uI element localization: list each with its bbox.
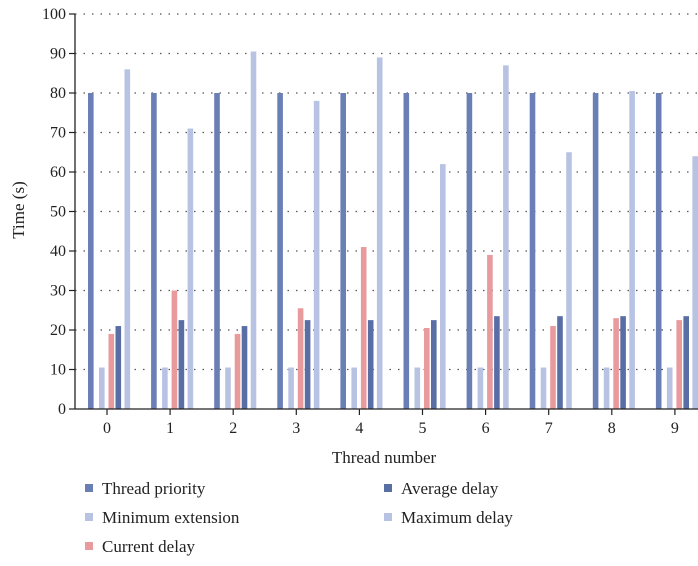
bar bbox=[466, 93, 473, 409]
legend-label: Thread priority bbox=[102, 479, 206, 498]
x-tick-label: 6 bbox=[482, 420, 490, 437]
x-tick-label: 4 bbox=[355, 420, 363, 437]
x-tick-label: 2 bbox=[229, 420, 237, 437]
y-tick-label: 0 bbox=[58, 401, 66, 418]
x-tick-label: 8 bbox=[608, 420, 616, 437]
y-tick-label: 70 bbox=[50, 125, 66, 142]
y-tick-label: 20 bbox=[50, 322, 66, 339]
gridlines bbox=[75, 13, 698, 371]
legend: Thread priority Minimum extension Current … bbox=[85, 479, 513, 556]
bars bbox=[88, 51, 698, 410]
bar bbox=[431, 320, 437, 409]
bar bbox=[666, 367, 673, 409]
y-tick-label: 10 bbox=[50, 362, 66, 379]
x-tick-label: 7 bbox=[545, 420, 553, 437]
bar bbox=[540, 367, 547, 409]
bar bbox=[376, 57, 383, 409]
bar bbox=[367, 320, 374, 409]
bar bbox=[360, 247, 367, 409]
y-tick-label: 40 bbox=[50, 243, 66, 260]
bar bbox=[424, 328, 430, 409]
bar bbox=[487, 254, 493, 409]
x-tick-label: 5 bbox=[419, 420, 427, 437]
bar bbox=[225, 367, 231, 409]
y-tick-label: 60 bbox=[50, 164, 66, 181]
bar bbox=[620, 316, 626, 409]
x-tick-label: 1 bbox=[166, 420, 174, 437]
bar bbox=[277, 93, 283, 409]
x-ticks: 0 1 2 3 4 5 6 7 8 9 bbox=[103, 409, 679, 437]
bar bbox=[676, 320, 682, 409]
bar bbox=[557, 316, 563, 409]
bar bbox=[108, 333, 115, 409]
bar bbox=[151, 93, 157, 409]
y-tick-label: 50 bbox=[50, 204, 66, 221]
bar bbox=[313, 100, 320, 410]
bar bbox=[288, 367, 294, 409]
bar bbox=[115, 326, 122, 409]
bar bbox=[124, 69, 131, 410]
x-axis-label: Thread number bbox=[332, 448, 437, 467]
legend-swatch bbox=[85, 484, 93, 492]
y-tick-label: 100 bbox=[42, 6, 66, 23]
bar bbox=[592, 93, 599, 409]
bar bbox=[250, 51, 257, 410]
bar bbox=[566, 152, 572, 409]
bar bbox=[692, 156, 698, 409]
axes bbox=[74, 14, 698, 410]
y-axis-label: Time (s) bbox=[9, 181, 28, 238]
bar bbox=[171, 290, 178, 409]
bar bbox=[178, 320, 185, 409]
x-tick-label: 0 bbox=[103, 420, 111, 437]
bar bbox=[603, 367, 610, 409]
bar bbox=[99, 367, 105, 409]
bar bbox=[655, 93, 662, 409]
bar bbox=[340, 93, 346, 409]
bar bbox=[162, 367, 168, 409]
y-tick-label: 90 bbox=[50, 46, 66, 63]
legend-swatch bbox=[85, 542, 93, 550]
legend-swatch bbox=[384, 513, 392, 521]
bar bbox=[403, 93, 410, 409]
bar bbox=[440, 164, 446, 409]
bar bbox=[550, 326, 556, 409]
bar bbox=[529, 93, 536, 409]
legend-swatch bbox=[384, 484, 392, 492]
legend-swatch bbox=[85, 513, 93, 521]
bar bbox=[234, 333, 241, 409]
bar bbox=[187, 128, 194, 410]
legend-label: Current delay bbox=[102, 537, 195, 556]
bar bbox=[414, 367, 421, 409]
bar bbox=[494, 316, 500, 409]
x-tick-label: 3 bbox=[292, 420, 300, 437]
y-tick-label: 80 bbox=[50, 85, 66, 102]
bar bbox=[683, 316, 689, 409]
bar bbox=[88, 93, 94, 409]
bar bbox=[214, 93, 220, 409]
bar bbox=[351, 367, 357, 409]
bar bbox=[629, 91, 635, 410]
legend-label: Minimum extension bbox=[102, 508, 240, 527]
y-ticks: 0 10 20 30 40 50 60 70 80 90 100 bbox=[42, 6, 75, 418]
x-tick-label: 9 bbox=[671, 420, 679, 437]
bar bbox=[241, 326, 248, 409]
legend-label: Maximum delay bbox=[401, 508, 513, 527]
legend-label: Average delay bbox=[401, 479, 499, 498]
bar bbox=[503, 65, 509, 409]
bar bbox=[304, 320, 311, 409]
y-tick-label: 30 bbox=[50, 283, 66, 300]
bar bbox=[613, 318, 619, 409]
bar bbox=[297, 308, 304, 409]
bar bbox=[477, 367, 484, 409]
